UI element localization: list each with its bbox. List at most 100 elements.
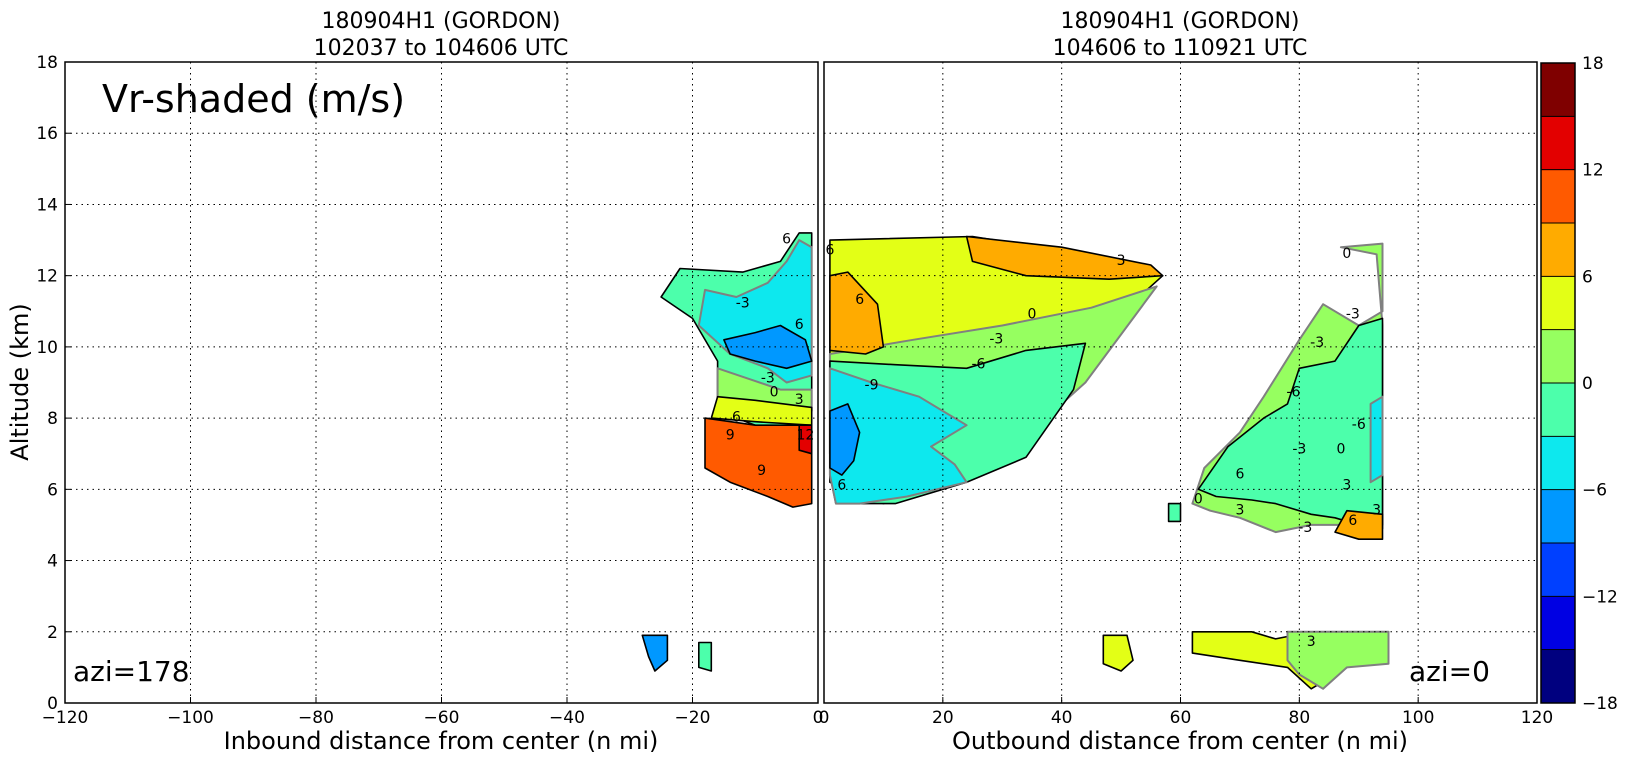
contour-label: 3	[1117, 253, 1126, 269]
velocity-region	[1334, 509, 1384, 541]
x-tick-label: −100	[167, 708, 214, 728]
right-title-line2: 104606 to 110921 UTC	[1053, 36, 1308, 61]
contour-label: 0	[1027, 306, 1036, 322]
contour-label: -3	[761, 371, 775, 387]
right-title-line1: 180904H1 (GORDON)	[1060, 9, 1299, 34]
colorbar-tick-label: 12	[1582, 161, 1604, 181]
left-contour-labels: 6-36-30 369 129	[726, 232, 815, 479]
left-title-line1: 180904H1 (GORDON)	[321, 9, 560, 34]
velocity-region	[1369, 395, 1384, 484]
contour-label: 6	[825, 242, 834, 258]
colorbar-tick-label: −12	[1582, 587, 1618, 607]
x-tick-label: −40	[549, 708, 585, 728]
contour-label: -9	[865, 378, 879, 394]
velocity-region	[723, 324, 813, 370]
right-azimuth-label: azi=0	[1409, 655, 1490, 688]
x-tick-label: 60	[1170, 708, 1192, 728]
velocity-region	[697, 641, 713, 672]
colorbar-swatch	[1541, 329, 1575, 384]
contour-label: 6	[1348, 513, 1357, 529]
velocity-region	[641, 634, 669, 672]
x-tick-label: 0	[819, 708, 830, 728]
colorbar-swatch	[1541, 543, 1575, 597]
left-title-line2: 102037 to 104606 UTC	[314, 36, 569, 61]
contour-label: 3	[1307, 634, 1316, 650]
contour-label: 3	[1372, 502, 1381, 518]
y-tick-label: 16	[36, 124, 58, 144]
colorbar-swatches	[1541, 63, 1575, 704]
colorbar-frame	[1540, 62, 1576, 704]
x-tick-label: −120	[42, 708, 89, 728]
y-axis-label: Altitude (km)	[6, 303, 34, 460]
x-tick-label: −60	[424, 708, 460, 728]
colorbar-tick-label: −18	[1582, 694, 1618, 714]
colorbar-tick-label: 18	[1582, 54, 1604, 74]
y-tick-label: 6	[47, 480, 58, 500]
y-tick-label: 12	[36, 267, 58, 287]
colorbar-swatch	[1541, 436, 1575, 491]
velocity-region	[704, 417, 813, 508]
colorbar-ticks: −18 −12 −6 0 6 12 18	[1582, 54, 1618, 714]
contour-label: -3	[1292, 442, 1306, 458]
x-tick-label: −80	[298, 708, 334, 728]
y-tick-label: 14	[36, 195, 58, 215]
velocity-region	[829, 403, 861, 476]
colorbar-swatch	[1541, 489, 1575, 544]
y-tick-label: 8	[47, 409, 58, 429]
left-y-ticks: 0 2 4 6 8 10 12 14 16 18	[36, 53, 71, 714]
right-x-ticks: 0 20 40 60 80 100 120	[819, 697, 1553, 728]
x-tick-label: 100	[1402, 708, 1434, 728]
contour-label: -3	[1310, 335, 1324, 351]
contour-label: 6	[795, 317, 804, 333]
x-tick-label: 40	[1051, 708, 1073, 728]
velocity-region	[828, 367, 968, 505]
contour-label: -3	[1346, 306, 1360, 322]
contour-label: 6	[1235, 467, 1244, 483]
velocity-region	[1167, 502, 1182, 523]
right-gridlines	[824, 62, 1537, 703]
x-tick-label: −20	[675, 708, 711, 728]
colorbar-tick-label: 0	[1582, 374, 1593, 394]
contour-label: 6	[855, 292, 864, 308]
contour-label: -6	[971, 356, 985, 372]
y-tick-label: 4	[47, 552, 58, 572]
right-x-axis-label: Outbound distance from center (n mi)	[952, 727, 1408, 755]
colorbar-swatch	[1541, 116, 1575, 171]
velocity-region	[798, 424, 813, 455]
contour-label: 9	[726, 427, 735, 443]
x-tick-label: 20	[932, 708, 954, 728]
left-panel: −120 −100 −80 −60 −40 −20 0 0 2 4 6 8 10 12 14 16 18 6 -…	[6, 9, 823, 755]
velocity-region	[1102, 634, 1134, 672]
left-velocity-field	[641, 232, 813, 672]
x-tick-label: 0	[813, 708, 824, 728]
colorbar-tick-label: 6	[1582, 267, 1593, 287]
contour-label: -6	[1286, 385, 1300, 401]
contour-label: 0	[1342, 246, 1351, 262]
contour-label: 9	[757, 463, 766, 479]
contour-label: 12	[797, 427, 815, 443]
contour-label: 6	[837, 477, 846, 493]
contour-label: 0	[770, 385, 779, 401]
left-gridlines	[65, 62, 818, 703]
contour-label: 3	[1342, 477, 1351, 493]
contour-label: 6	[732, 410, 741, 426]
contour-label: 3	[1235, 502, 1244, 518]
contour-label: 0	[1336, 442, 1345, 458]
right-panel: 0 20 40 60 80 100 120 6630-3-6-960-3-3-6-3-603…	[819, 9, 1554, 755]
colorbar-swatch	[1541, 63, 1575, 117]
colorbar-swatch	[1541, 223, 1575, 277]
x-tick-label: 120	[1521, 708, 1553, 728]
contour-label: 0	[1194, 492, 1203, 508]
colorbar-swatch	[1541, 276, 1575, 331]
y-tick-label: 10	[36, 338, 58, 358]
left-x-ticks: −120 −100 −80 −60 −40 −20 0	[42, 697, 824, 728]
colorbar: −18 −12 −6 0 6 12 18	[1540, 54, 1618, 714]
contour-label: -6	[1352, 417, 1366, 433]
velocity-region	[965, 235, 1164, 281]
colorbar-swatch	[1541, 649, 1575, 704]
y-tick-label: 0	[47, 694, 58, 714]
colorbar-swatch	[1541, 383, 1575, 437]
contour-label: -3	[1298, 520, 1312, 536]
